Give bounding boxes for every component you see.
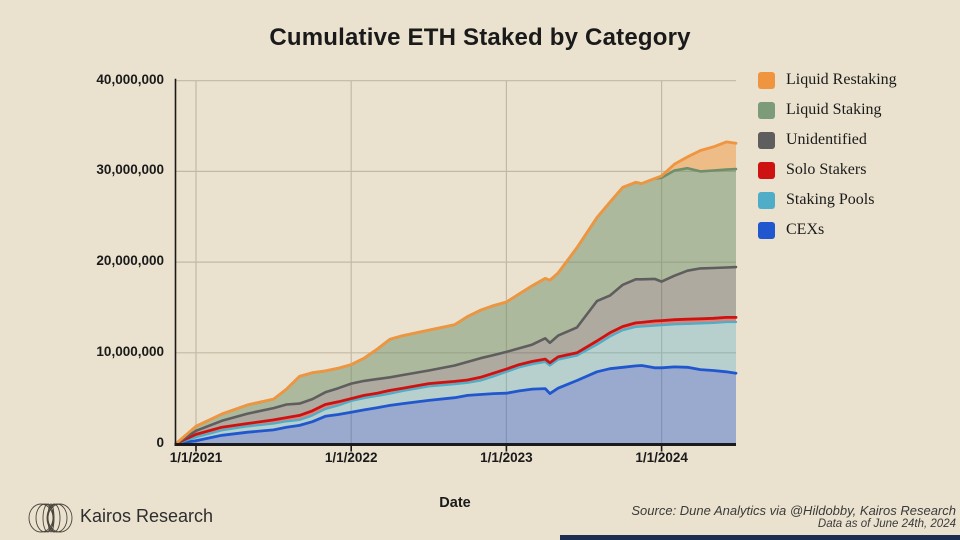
x-tick-label: 1/1/2023	[480, 450, 533, 465]
legend-label: Unidentified	[786, 131, 867, 148]
series-line-staking-pools	[174, 320, 738, 445]
y-tick-label: 20,000,000	[96, 253, 164, 269]
series-line-liquid-restaking	[174, 140, 738, 445]
series-line-cexs	[174, 364, 738, 445]
legend-label: CEXs	[786, 221, 825, 238]
legend-item-staking-pools: Staking Pools	[758, 185, 897, 215]
area-fill-unidentified	[176, 267, 737, 444]
area-fill-solo-stakers	[176, 317, 737, 444]
kairos-logo-icon	[28, 503, 73, 533]
legend-item-cexs: CEXs	[758, 215, 897, 245]
source-line: Source: Dune Analytics via @Hildobby, Ka…	[631, 503, 956, 518]
series-line-unidentified	[174, 265, 738, 445]
x-axis-title: Date	[439, 495, 471, 511]
data-as-of-line: Data as of June 24th, 2024	[817, 518, 956, 530]
area-fill-staking-pools	[176, 322, 737, 444]
legend-label: Liquid Staking	[786, 101, 882, 118]
legend-label: Liquid Restaking	[786, 71, 897, 88]
y-tick-label: 30,000,000	[96, 162, 164, 178]
legend-label: Solo Stakers	[786, 161, 867, 178]
x-tick-label: 1/1/2024	[635, 450, 688, 465]
source-attribution: Source: Dune Analytics via @Hildobby, Ka…	[536, 503, 956, 530]
legend-swatch-icon	[758, 101, 775, 119]
brand-name: Kairos Research	[80, 506, 214, 526]
legend-swatch-icon	[758, 161, 775, 179]
legend-item-liquid-restaking: Liquid Restaking	[758, 65, 897, 95]
legend-item-liquid-staking: Liquid Staking	[758, 95, 897, 125]
legend-swatch-icon	[758, 221, 775, 239]
x-tick-label: 1/1/2022	[324, 450, 378, 465]
legend-swatch-icon	[758, 131, 775, 149]
chart-title: Cumulative ETH Staked by Category	[269, 24, 691, 51]
legend-swatch-icon	[758, 71, 775, 89]
legend-label: Staking Pools	[786, 191, 875, 208]
y-tick-label: 40,000,000	[96, 71, 164, 87]
x-tick-label: 1/1/2021	[169, 450, 223, 465]
legend-item-solo-stakers: Solo Stakers	[758, 155, 897, 185]
y-tick-label: 0	[156, 434, 164, 450]
bottom-accent-bar	[560, 535, 960, 540]
legend-item-unidentified: Unidentified	[758, 125, 897, 155]
series-line-solo-stakers	[174, 316, 738, 445]
y-tick-label: 10,000,000	[96, 343, 164, 359]
legend: Liquid Restaking Liquid Staking Unidentifi…	[758, 65, 897, 245]
legend-swatch-icon	[758, 191, 775, 209]
area-fill-liquid-staking	[176, 168, 737, 444]
area-fill-cexs	[176, 365, 737, 444]
